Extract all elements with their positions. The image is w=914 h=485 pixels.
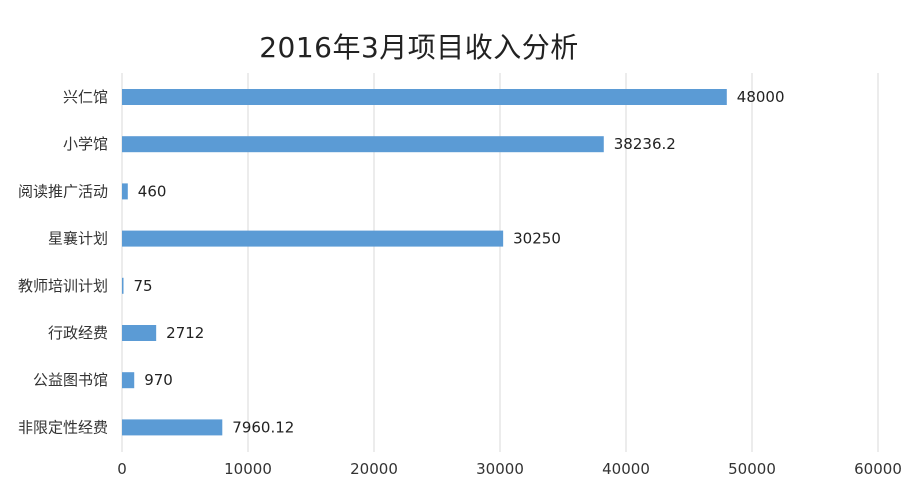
category-label: 星襄计划 [48, 230, 108, 248]
chart-title: 2016年3月项目收入分析 [259, 31, 579, 64]
bar [122, 325, 157, 341]
bar [122, 89, 727, 105]
x-tick-label: 40000 [602, 460, 650, 478]
category-label: 非限定性经费 [18, 418, 108, 436]
x-tick-label: 10000 [224, 460, 272, 478]
x-tick-label: 30000 [476, 460, 524, 478]
category-label: 兴仁馆 [63, 88, 108, 106]
bar [122, 230, 504, 247]
bar [122, 136, 604, 153]
data-label: 48000 [737, 88, 785, 106]
category-label: 小学馆 [63, 135, 108, 153]
data-label: 30250 [513, 230, 561, 248]
bar [122, 183, 128, 200]
label-layer: 0 10000 20000 30000 40000 50000 60000 兴仁馆 48000 小… [18, 88, 902, 478]
x-tick-label: 20000 [350, 460, 398, 478]
x-tick-label: 50000 [728, 460, 776, 478]
data-label: 460 [138, 182, 167, 200]
category-label: 公益图书馆 [33, 371, 108, 389]
bar [122, 419, 223, 436]
bar-layer [122, 89, 727, 436]
data-label: 7960.12 [232, 418, 294, 436]
x-tick-label: 60000 [854, 460, 902, 478]
data-label: 2712 [166, 324, 204, 342]
data-label: 38236.2 [614, 135, 676, 153]
bar [122, 372, 135, 389]
x-tick-label: 0 [117, 460, 127, 478]
data-label: 75 [134, 277, 153, 295]
data-label: 970 [144, 371, 173, 389]
grid-layer [121, 73, 879, 452]
category-label: 阅读推广活动 [18, 182, 108, 200]
category-label: 行政经费 [48, 324, 108, 342]
bar [122, 277, 124, 294]
category-label: 教师培训计划 [18, 277, 108, 295]
